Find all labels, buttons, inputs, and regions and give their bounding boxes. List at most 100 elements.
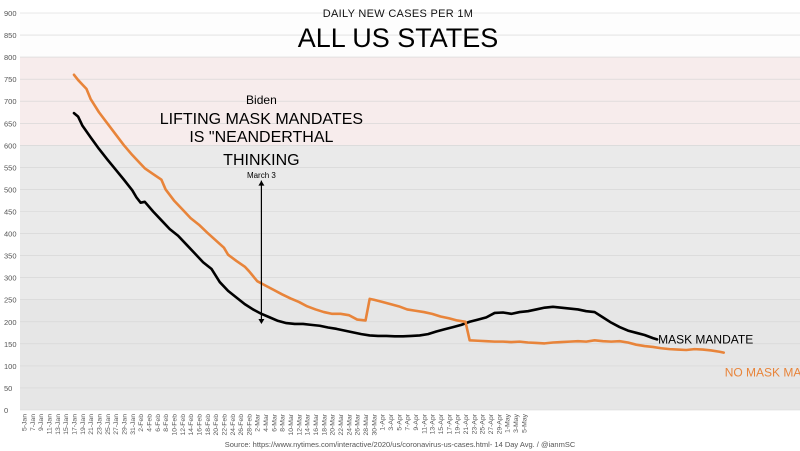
y-tick-label: 400 — [4, 230, 17, 239]
x-tick-label: 5-May — [521, 413, 528, 432]
y-tick-label: 550 — [4, 163, 17, 172]
x-tick-label: 26-Feb — [238, 414, 245, 436]
x-tick-label: 4-Feb — [146, 414, 153, 432]
x-tick-label: 31-Jan — [130, 414, 137, 435]
x-tick-label: 19-Apr — [455, 413, 462, 434]
x-tick-label: 27-Jan — [113, 414, 120, 435]
x-tick-label: 16-Mar — [313, 413, 320, 435]
x-tick-label: 22-Mar — [338, 413, 345, 435]
series-line-mask-mandate — [72, 111, 659, 341]
x-tick-label: 10-Feb — [171, 414, 178, 436]
y-tick-label: 0 — [4, 406, 8, 415]
x-tick-label: 23-Jan — [96, 414, 103, 435]
x-tick-label: 19-Jan — [80, 414, 87, 435]
x-tick-label: 14-Mar — [305, 413, 312, 435]
x-tick-label: 21-Apr — [463, 413, 470, 434]
y-tick-label: 750 — [4, 75, 17, 84]
x-tick-label: 11-Jan — [46, 414, 53, 434]
x-axis: 5-Jan 7-Jan 9-Jan 11-Jan 13-Jan 15-Jan 17-Jan 1… — [22, 413, 529, 435]
y-tick-label: 200 — [4, 318, 17, 327]
x-tick-label: 6-Mar — [271, 413, 278, 431]
x-tick-label: 2-Feb — [138, 414, 145, 432]
series-lines: MASK MANDATE NO MASK MANDATE — [72, 73, 800, 380]
y-tick-label: 900 — [4, 9, 17, 18]
x-tick-label: 12-Mar — [296, 413, 303, 435]
chart-subtitle: DAILY NEW CASES PER 1M — [323, 8, 473, 20]
band-0 — [20, 299, 800, 410]
x-tick-label: 15-Apr — [438, 413, 445, 434]
x-tick-label: 18-Mar — [321, 413, 328, 435]
x-tick-label: 9-Apr — [413, 413, 420, 430]
y-tick-label: 250 — [4, 296, 17, 305]
y-tick-label: 350 — [4, 252, 17, 261]
y-tick-label: 850 — [4, 31, 17, 40]
x-tick-label: 7-Apr — [405, 413, 412, 430]
x-tick-label: 17-Jan — [71, 414, 78, 435]
y-tick-label: 300 — [4, 274, 17, 283]
y-axis: 0 50 100 150 200 250 300 350 400 450 500 550 600 650 7… — [4, 9, 17, 415]
x-tick-label: 30-Mar — [371, 413, 378, 435]
x-tick-label: 14-Feb — [188, 414, 195, 436]
band-1 — [20, 145, 800, 300]
x-tick-label: 13-Jan — [55, 414, 62, 435]
y-tick-label: 650 — [4, 119, 17, 128]
y-tick-label: 700 — [4, 97, 17, 106]
x-tick-label: 8-Feb — [163, 414, 170, 432]
x-tick-label: 28-Feb — [246, 414, 253, 436]
x-tick-label: 29-Apr — [496, 413, 503, 434]
x-tick-label: 4-Mar — [263, 413, 270, 431]
source-credit: Source: https://www.nytimes.com/interact… — [225, 440, 576, 449]
x-tick-label: 7-Jan — [30, 414, 37, 431]
y-tick-label: 50 — [4, 384, 12, 393]
annotation-quote-line: THINKING — [223, 152, 299, 169]
x-tick-label: 1-Apr — [380, 413, 387, 430]
y-tick-label: 100 — [4, 362, 17, 371]
y-tick-label: 150 — [4, 340, 17, 349]
x-tick-label: 26-Mar — [355, 413, 362, 435]
y-tick-label: 600 — [4, 141, 17, 150]
x-tick-label: 24-Feb — [230, 414, 237, 436]
x-tick-label: 29-Jan — [121, 414, 128, 435]
x-tick-label: 8-Mar — [280, 413, 287, 431]
x-tick-label: 21-Jan — [88, 414, 95, 435]
annotation-arrow-top — [258, 180, 265, 186]
x-tick-label: 3-Apr — [388, 413, 395, 430]
annotation-speaker: Biden — [246, 93, 277, 107]
x-tick-label: 23-Apr — [471, 413, 478, 434]
x-tick-label: 22-Feb — [221, 414, 228, 436]
x-tick-label: 5-Jan — [22, 414, 29, 431]
x-tick-label: 3-May — [513, 413, 520, 432]
y-tick-label: 500 — [4, 185, 17, 194]
annotation-date: March 3 — [247, 171, 276, 180]
x-tick-label: 17-Apr — [446, 413, 453, 434]
x-tick-label: 25-Jan — [105, 414, 112, 435]
x-tick-label: 12-Feb — [180, 414, 187, 436]
x-tick-label: 16-Feb — [196, 414, 203, 436]
y-tick-label: 450 — [4, 208, 17, 217]
x-tick-label: 10-Mar — [288, 413, 295, 435]
series-label: MASK MANDATE — [658, 332, 753, 346]
x-tick-label: 13-Apr — [430, 413, 437, 434]
x-tick-label: 2-Mar — [255, 413, 262, 431]
series-label: NO MASK MANDATE — [725, 366, 800, 380]
x-tick-label: 20-Feb — [213, 414, 220, 436]
chart-title: ALL US STATES — [298, 23, 499, 53]
x-tick-label: 25-Apr — [480, 413, 487, 434]
annotation-arrow-head — [258, 318, 265, 324]
x-tick-label: 18-Feb — [205, 414, 212, 436]
y-tick-label: 800 — [4, 53, 17, 62]
x-tick-label: 28-Mar — [363, 413, 370, 435]
annotation-quote-line: IS "NEANDERTHAL — [189, 129, 333, 146]
x-tick-label: 1-May — [505, 413, 512, 432]
x-tick-label: 20-Mar — [330, 413, 337, 435]
x-tick-label: 15-Jan — [63, 414, 70, 435]
y-gridlines — [20, 12, 800, 411]
x-tick-label: 6-Feb — [155, 414, 162, 432]
x-tick-label: 27-Apr — [488, 413, 495, 434]
annotation-quote-line: LIFTING MASK MANDATES — [160, 111, 363, 128]
x-tick-label: 9-Jan — [38, 414, 45, 431]
series-line-no-mask-mandate — [72, 73, 726, 354]
